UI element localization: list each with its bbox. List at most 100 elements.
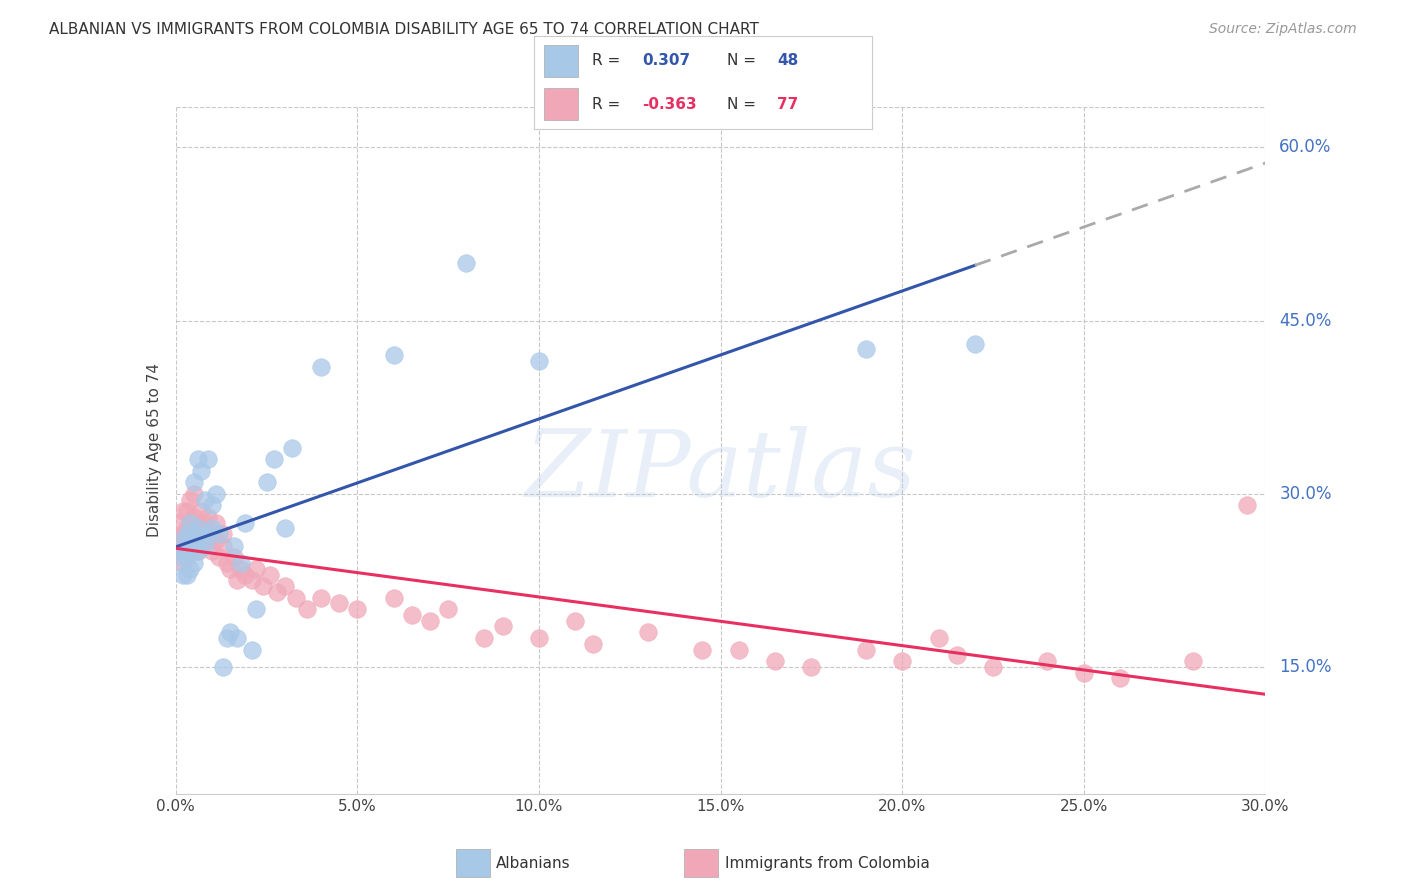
FancyBboxPatch shape — [544, 88, 578, 120]
Point — [564, 614, 586, 628]
Point — [172, 504, 194, 518]
Point — [183, 539, 205, 553]
Text: R =: R = — [592, 96, 620, 112]
Point — [204, 516, 226, 530]
Point — [492, 619, 515, 633]
Point — [179, 533, 201, 547]
Point — [309, 359, 332, 374]
Point — [186, 544, 209, 558]
Point — [201, 544, 224, 558]
Point — [527, 354, 550, 368]
Text: 45.0%: 45.0% — [1279, 311, 1331, 330]
Point — [1181, 654, 1204, 668]
Point — [382, 591, 405, 605]
Point — [183, 539, 205, 553]
Point — [240, 574, 263, 588]
Point — [637, 625, 659, 640]
Point — [172, 556, 194, 570]
Point — [419, 614, 441, 628]
Point — [194, 539, 217, 553]
Point — [183, 556, 205, 570]
Point — [186, 527, 209, 541]
Point — [194, 516, 217, 530]
Point — [474, 631, 496, 645]
Point — [183, 475, 205, 490]
Point — [219, 562, 242, 576]
Point — [186, 452, 209, 467]
Point — [281, 441, 304, 455]
Point — [179, 562, 201, 576]
Point — [186, 544, 209, 558]
Point — [169, 533, 191, 547]
Point — [186, 521, 209, 535]
Point — [176, 533, 198, 547]
Point — [222, 539, 245, 553]
Point — [172, 567, 194, 582]
Point — [219, 625, 242, 640]
Point — [855, 343, 877, 357]
Point — [179, 544, 201, 558]
Point — [233, 516, 256, 530]
Point — [197, 452, 219, 467]
Point — [945, 648, 967, 663]
Point — [179, 516, 201, 530]
Point — [346, 602, 368, 616]
Point — [172, 544, 194, 558]
Point — [1236, 498, 1258, 512]
Point — [190, 533, 212, 547]
Point — [194, 492, 217, 507]
Point — [212, 527, 235, 541]
Point — [176, 567, 198, 582]
Point — [172, 539, 194, 553]
Point — [328, 596, 350, 610]
Text: N =: N = — [727, 54, 755, 69]
Text: -0.363: -0.363 — [643, 96, 697, 112]
Point — [179, 533, 201, 547]
Point — [259, 567, 281, 582]
Point — [176, 521, 198, 535]
Text: Immigrants from Colombia: Immigrants from Colombia — [724, 855, 929, 871]
Point — [233, 567, 256, 582]
Point — [183, 487, 205, 501]
Point — [176, 550, 198, 565]
Point — [169, 550, 191, 565]
Point — [172, 533, 194, 547]
Point — [231, 562, 253, 576]
Point — [212, 660, 235, 674]
Point — [800, 660, 823, 674]
Point — [179, 544, 201, 558]
Point — [437, 602, 460, 616]
Point — [197, 509, 219, 524]
Point — [309, 591, 332, 605]
Point — [190, 521, 212, 535]
Point — [231, 556, 253, 570]
Text: ALBANIAN VS IMMIGRANTS FROM COLOMBIA DISABILITY AGE 65 TO 74 CORRELATION CHART: ALBANIAN VS IMMIGRANTS FROM COLOMBIA DIS… — [49, 22, 759, 37]
Point — [245, 562, 267, 576]
Point — [201, 521, 224, 535]
Text: 0.307: 0.307 — [643, 54, 690, 69]
Point — [401, 607, 423, 622]
Point — [186, 516, 209, 530]
Point — [1036, 654, 1059, 668]
Point — [263, 452, 285, 467]
Point — [183, 527, 205, 541]
Point — [208, 527, 231, 541]
Point — [190, 464, 212, 478]
Point — [274, 579, 297, 593]
FancyBboxPatch shape — [544, 45, 578, 77]
Point — [284, 591, 307, 605]
Point — [763, 654, 786, 668]
Text: 15.0%: 15.0% — [1279, 658, 1331, 676]
Point — [197, 533, 219, 547]
Point — [169, 516, 191, 530]
Point — [197, 527, 219, 541]
Point — [692, 642, 714, 657]
Text: ZIPatlas: ZIPatlas — [524, 426, 917, 516]
Point — [240, 642, 263, 657]
Point — [190, 539, 212, 553]
Point — [295, 602, 318, 616]
Point — [179, 516, 201, 530]
Point — [527, 631, 550, 645]
Point — [201, 527, 224, 541]
Point — [176, 550, 198, 565]
